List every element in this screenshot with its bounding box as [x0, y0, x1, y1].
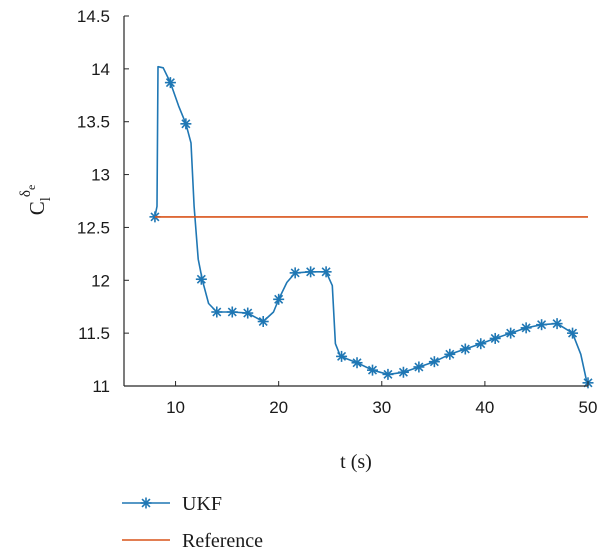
legend: UKF Reference — [122, 493, 263, 552]
data-point-ukf — [567, 327, 579, 339]
x-tick-label: 20 — [269, 398, 288, 417]
data-point-ukf — [273, 293, 285, 305]
x-tick-label: 50 — [579, 398, 598, 417]
data-point-ukf — [505, 327, 517, 339]
data-point-ukf — [336, 350, 348, 362]
data-point-ukf — [366, 364, 378, 376]
data-point-ukf — [413, 361, 425, 373]
y-tick-label: 13.5 — [77, 113, 110, 132]
data-point-ukf — [551, 318, 563, 330]
data-point-ukf — [444, 348, 456, 360]
x-tick-label: 40 — [475, 398, 494, 417]
legend-item-reference: Reference — [122, 530, 263, 552]
data-point-ukf — [320, 266, 332, 278]
x-axis-label: t (s) — [340, 451, 372, 473]
data-point-ukf — [195, 273, 207, 285]
legend-marker-ukf — [140, 497, 152, 509]
legend-label-ukf: UKF — [182, 493, 222, 515]
data-point-ukf — [211, 306, 223, 318]
x-tick-label: 30 — [372, 398, 391, 417]
data-point-ukf — [397, 366, 409, 378]
x-tick-label: 10 — [166, 398, 185, 417]
data-point-ukf — [382, 368, 394, 380]
y-tick-label: 14.5 — [77, 7, 110, 26]
data-point-ukf — [164, 77, 176, 89]
axes: 10 20 30 40 50 11 11.5 12 12.5 13 13.5 14 14.5 — [77, 7, 598, 417]
data-point-ukf — [242, 307, 254, 319]
data-point-ukf — [257, 316, 269, 328]
y-tick-label: 12.5 — [77, 218, 110, 237]
legend-label-reference: Reference — [182, 530, 263, 552]
y-tick-label: 11.5 — [78, 324, 110, 343]
data-point-ukf — [459, 343, 471, 355]
legend-item-ukf: UKF — [122, 493, 222, 515]
data-point-ukf — [536, 319, 548, 331]
data-point-ukf — [428, 356, 440, 368]
data-point-ukf — [475, 338, 487, 350]
data-point-ukf — [289, 267, 301, 279]
y-tick-label: 12 — [91, 271, 110, 290]
data-point-ukf — [489, 332, 501, 344]
y-tick-label: 11 — [92, 377, 110, 396]
data-point-ukf — [226, 306, 238, 318]
series-line-ukf — [154, 65, 588, 383]
y-tick-label: 14 — [91, 60, 110, 79]
data-point-ukf — [351, 357, 363, 369]
data-point-ukf — [520, 322, 532, 334]
y-tick-label: 13 — [91, 166, 110, 185]
data-point-ukf — [180, 118, 192, 130]
y-axis-label: Clδe — [18, 185, 54, 216]
data-point-ukf — [305, 266, 317, 278]
plot-area — [149, 65, 594, 389]
